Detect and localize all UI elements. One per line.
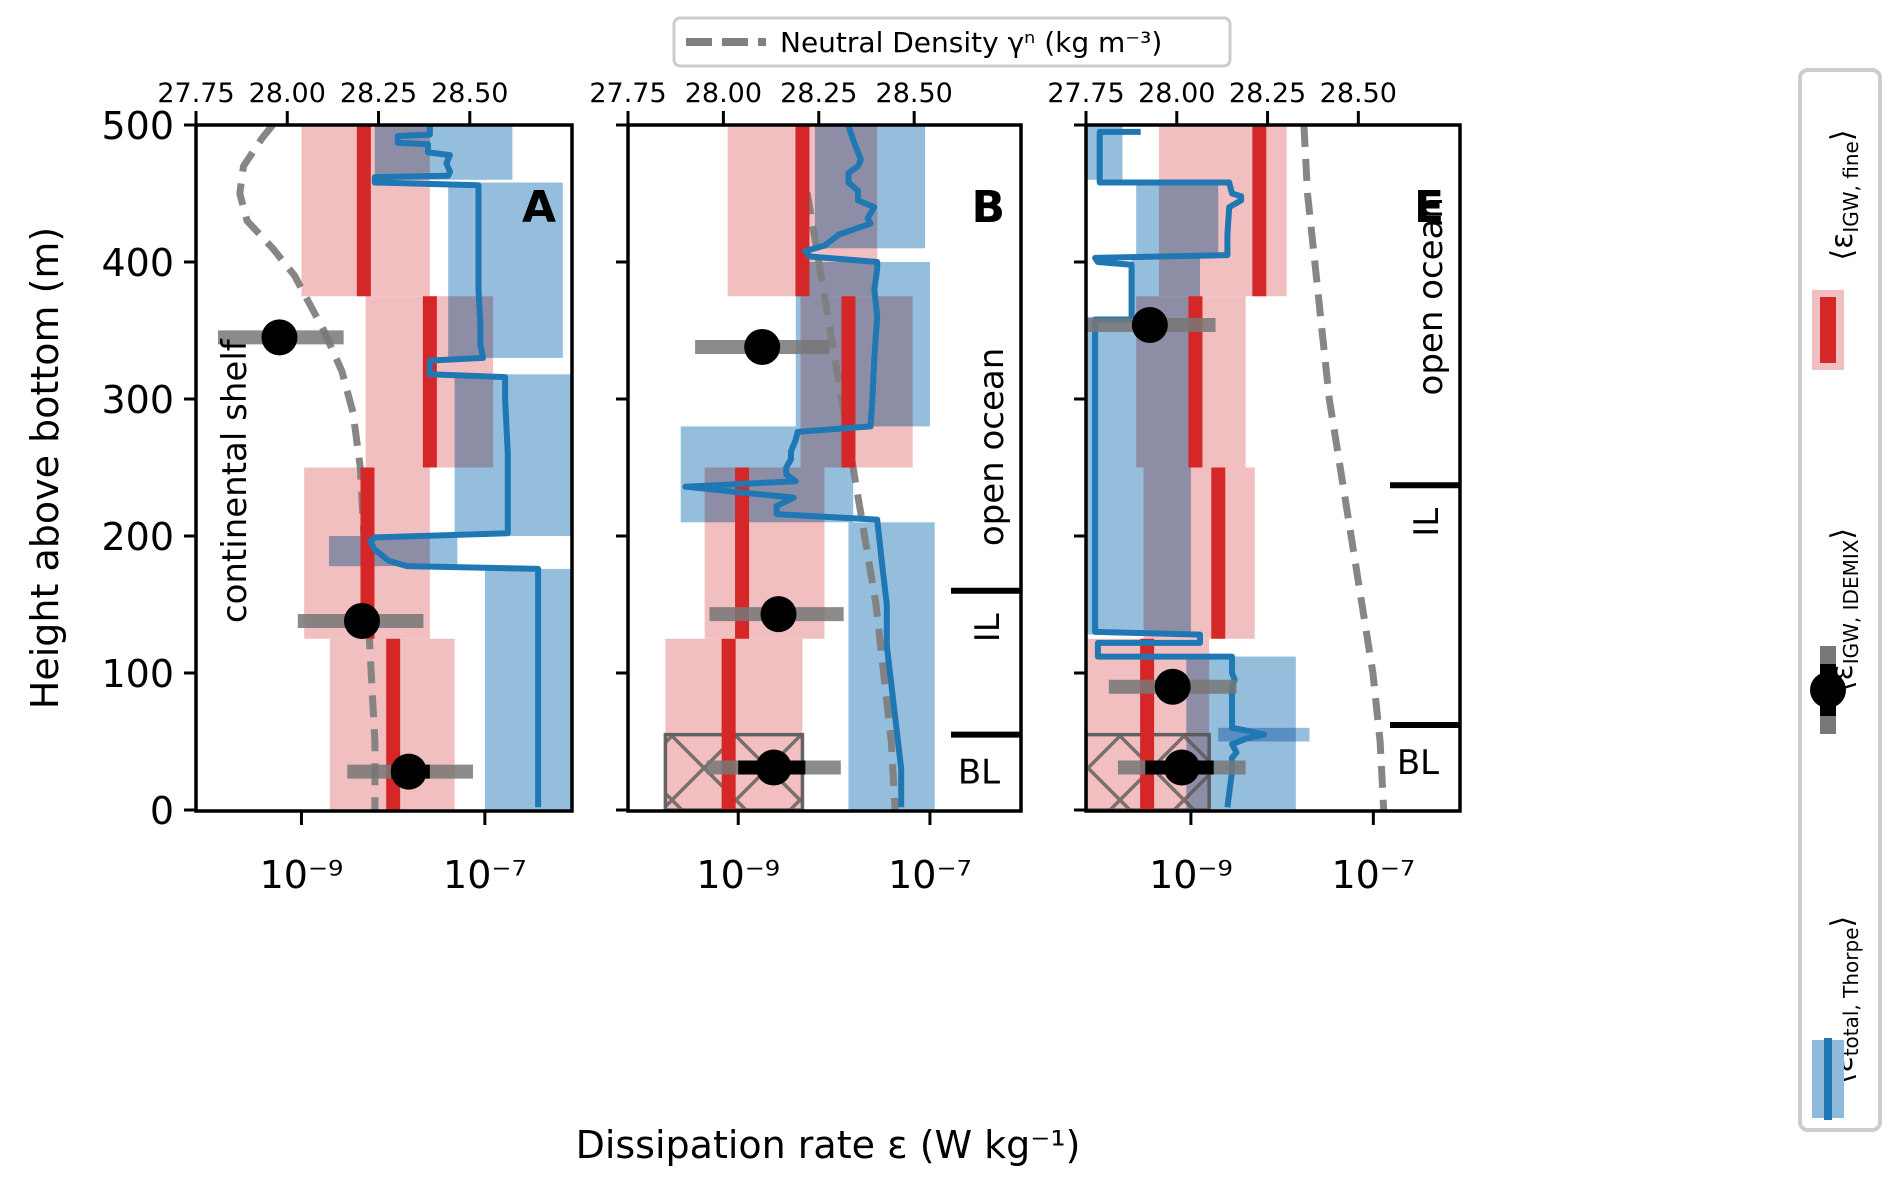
density-profile-line xyxy=(1300,125,1388,811)
y-tick-label: 100 xyxy=(101,652,174,696)
idemix-point xyxy=(261,319,298,356)
legend-label-close: ⟩ xyxy=(1825,129,1860,141)
top-x-tick-label: 27.75 xyxy=(589,78,666,109)
y-tick-label: 400 xyxy=(101,241,174,285)
top-x-tick-label: 28.25 xyxy=(780,78,857,109)
legend-label-main: ⟨ε xyxy=(1825,233,1860,261)
legend-swatch-thorpe-line xyxy=(1824,1038,1832,1120)
y-tick-label: 500 xyxy=(101,104,174,148)
thorpe-range-shade xyxy=(454,374,572,536)
x-tick-label: 10⁻⁷ xyxy=(888,853,972,897)
fine-mean-bar xyxy=(735,467,750,639)
y-tick-label: 200 xyxy=(101,515,174,559)
idemix-point xyxy=(744,328,781,365)
fine-mean-bar xyxy=(1140,638,1155,810)
thorpe-profile-line xyxy=(367,125,542,808)
idemix-point xyxy=(343,602,380,639)
top-x-tick-label: 28.50 xyxy=(876,78,953,109)
thorpe-range-shade xyxy=(814,125,926,249)
x-tick-label: 10⁻⁷ xyxy=(443,853,527,897)
top-x-tick-label: 27.75 xyxy=(1047,78,1124,109)
fine-mean-bar xyxy=(795,125,810,297)
thorpe-range-shade xyxy=(448,182,563,358)
legend-label-close: ⟩ xyxy=(1825,916,1860,928)
thorpe-profile-line xyxy=(1092,128,1267,808)
top-x-tick-label: 28.25 xyxy=(340,78,417,109)
idemix-point xyxy=(755,749,792,786)
thorpe-range-shade xyxy=(484,568,572,810)
thorpe-profile-line xyxy=(682,125,905,808)
plot-area xyxy=(663,125,935,811)
plot-area xyxy=(218,125,572,810)
fine-mean-bar xyxy=(721,638,736,810)
density-legend-label: Neutral Density γⁿ (kg m⁻³) xyxy=(780,26,1162,59)
idemix-point xyxy=(1131,307,1168,344)
x-axis-label: Dissipation rate ε (W kg⁻¹) xyxy=(576,1123,1081,1167)
plot-area xyxy=(1086,125,1388,811)
top-x-tick-label: 28.00 xyxy=(249,78,326,109)
layer-label-bl: BL xyxy=(1397,743,1439,783)
panel-letter: B xyxy=(971,182,1005,233)
x-tick-label: 10⁻⁹ xyxy=(696,853,780,897)
fine-mean-bar xyxy=(1211,467,1226,639)
panel-a: 0 100 200 300 400 500 10⁻⁹ 10⁻⁷ 27.75 28.00 28.25 2… xyxy=(101,78,574,897)
layer-label-il: IL xyxy=(1407,508,1447,537)
idemix-point xyxy=(390,753,427,790)
top-x-tick-label: 28.50 xyxy=(431,78,508,109)
thorpe-range-shade xyxy=(1136,182,1219,257)
fine-mean-bar xyxy=(360,467,375,639)
top-x-tick-label: 28.25 xyxy=(1229,78,1306,109)
fine-mean-bar xyxy=(1252,125,1267,297)
legend-label-sub: total, Thorpe xyxy=(1839,927,1863,1056)
layer-label-open-ocean: open ocean xyxy=(1411,197,1451,395)
legend-swatch-fine-bar xyxy=(1820,297,1836,363)
thorpe-range-shade xyxy=(1086,316,1191,635)
top-x-tick-label: 27.75 xyxy=(157,78,234,109)
right-legend: ⟨εIGW, fine⟩⟨εIGW, IDEMIX⟩⟨εtotal, Thorp… xyxy=(1798,68,1882,1132)
axes-frame xyxy=(1084,123,1462,813)
top-x-tick-label: 28.00 xyxy=(685,78,762,109)
fine-mean-bar xyxy=(356,125,371,297)
panel-letter: A xyxy=(522,182,556,233)
legend-label: ⟨εIGW, fine⟩ xyxy=(1825,129,1863,260)
fine-mean-bar xyxy=(422,296,437,468)
density-legend: Neutral Density γⁿ (kg m⁻³) xyxy=(672,16,1232,68)
axes-frame xyxy=(194,123,574,813)
panel-letter: E xyxy=(1414,182,1444,233)
fine-mean-bar xyxy=(1188,296,1203,468)
y-tick-label: 0 xyxy=(150,789,174,833)
legend-label-close: ⟩ xyxy=(1825,528,1860,540)
y-axis-label: Height above bottom (m) xyxy=(23,227,67,709)
region-label: continental shelf xyxy=(215,338,255,623)
idemix-point xyxy=(760,596,797,633)
x-tick-label: 10⁻⁹ xyxy=(1149,853,1233,897)
top-x-tick-label: 28.50 xyxy=(1320,78,1397,109)
x-tick-label: 10⁻⁷ xyxy=(1332,853,1416,897)
idemix-point xyxy=(1154,668,1191,705)
top-x-tick-label: 28.00 xyxy=(1138,78,1215,109)
legend-swatch-idemix-dot xyxy=(1810,672,1846,708)
layer-label-il: IL xyxy=(968,613,1008,642)
y-tick-label: 300 xyxy=(101,378,174,422)
fine-mean-bar xyxy=(841,296,856,468)
legend-label-sub: IGW, fine xyxy=(1839,141,1863,232)
legend-label-sub: IGW, IDEMIX xyxy=(1839,539,1863,664)
axes-frame xyxy=(626,123,1023,813)
layer-label-bl: BL xyxy=(958,753,1000,793)
x-tick-label: 10⁻⁹ xyxy=(260,853,344,897)
idemix-point xyxy=(1163,749,1200,786)
layer-label-open-ocean: open ocean xyxy=(972,348,1012,546)
thorpe-range-shade xyxy=(680,426,854,523)
